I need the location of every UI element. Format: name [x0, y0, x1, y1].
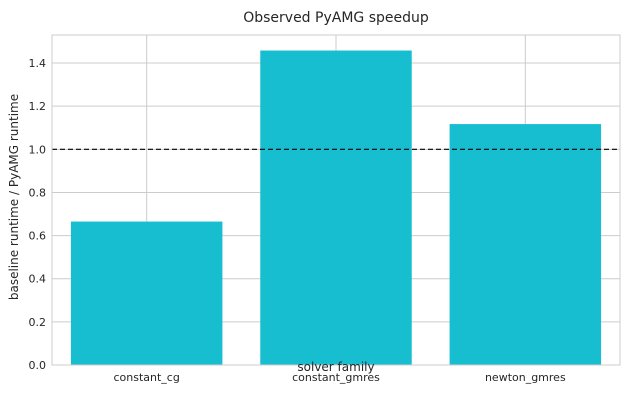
y-tick-label: 1.4: [29, 57, 47, 70]
bar-constant-cg: [70, 221, 223, 365]
y-tick-label: 0.8: [29, 186, 47, 199]
bar-newton-gmres: [449, 124, 602, 365]
y-tick-label: 1.2: [29, 100, 47, 113]
y-tick-label: 0.0: [29, 359, 47, 372]
bar-layer: [70, 50, 602, 365]
bar-constant-gmres: [260, 50, 412, 365]
y-tick-label: 0.6: [29, 230, 47, 243]
x-tick-label: newton_gmres: [485, 371, 566, 384]
y-tick-label: 0.4: [29, 273, 47, 286]
chart-title: Observed PyAMG speedup: [243, 10, 429, 26]
x-axis-label: solver family: [297, 360, 374, 374]
plot-frame: [51, 34, 621, 366]
x-tick-label: constant_cg: [113, 371, 179, 384]
y-axis-label: baseline runtime / PyAMG runtime: [7, 94, 21, 300]
axis-layer: 0.0 0.2 0.4 0.6 0.8 1.0 1.2 1.4 constant_cg const…: [29, 34, 621, 384]
x-tick-label: constant_gmres: [292, 371, 380, 384]
y-tick-label: 0.2: [29, 316, 47, 329]
y-tick-label: 1.0: [29, 143, 47, 156]
